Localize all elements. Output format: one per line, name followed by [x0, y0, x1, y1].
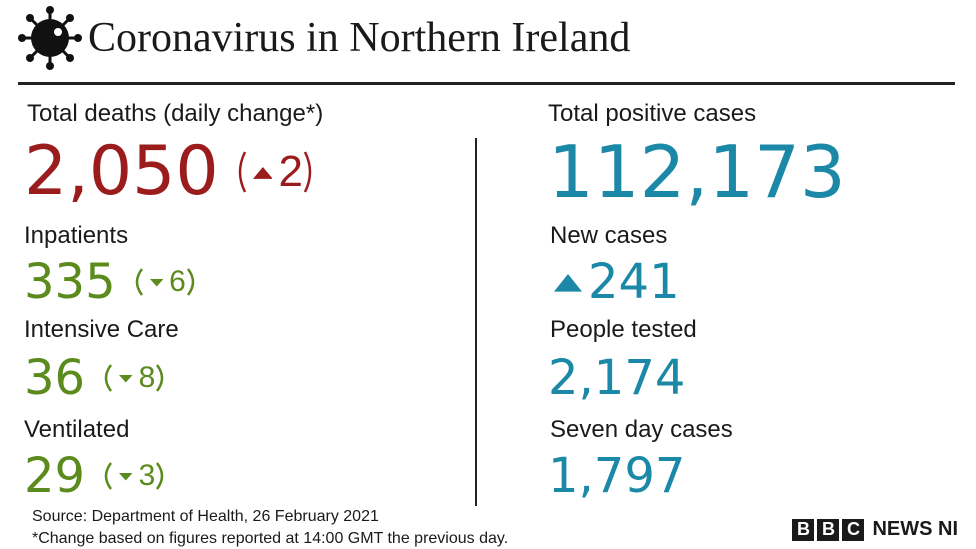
stat-value: 29: [24, 448, 86, 504]
arrow-shape: [119, 473, 133, 481]
stat-label: Total positive cases: [548, 100, 757, 127]
arrow-shape: [149, 279, 164, 287]
paren: [186, 268, 195, 296]
logo-letter: B: [817, 518, 840, 541]
note: *Change based on figures reported at 14:…: [32, 530, 509, 547]
stat-value: 112,173: [548, 130, 846, 214]
source: Source: Department of Health, 26 Februar…: [32, 508, 379, 525]
stat-line: 112,173: [548, 136, 846, 208]
arrow-down: [149, 279, 164, 287]
stat-label: Seven day cases: [550, 416, 733, 443]
change-value: 6: [169, 265, 186, 298]
paren: [104, 364, 113, 392]
stat-value: 2,174: [548, 350, 686, 406]
stat-line: 1,797: [548, 452, 685, 500]
title: Coronavirus in Northern Ireland: [88, 15, 631, 61]
stat-line: 29 3: [24, 452, 167, 500]
stat-line: 241: [548, 258, 680, 306]
header-rule: [18, 82, 955, 85]
change-value: 2: [278, 147, 303, 196]
paren-stroke: [156, 462, 164, 490]
paren: [156, 462, 164, 490]
change-value: 8: [138, 361, 156, 394]
paren-stroke: [135, 268, 143, 296]
paren-stroke: [104, 462, 113, 490]
logo-letter: B: [792, 518, 815, 541]
paren: [303, 151, 312, 193]
arrow-up: [252, 167, 273, 179]
stat-label: People tested: [550, 316, 697, 343]
stat-change: 6: [132, 267, 198, 297]
stat-value: 2,050: [24, 132, 219, 211]
stat-label: Intensive Care: [24, 316, 179, 343]
stat-line: 2,174: [548, 354, 685, 402]
arrow-down: [119, 473, 133, 481]
paren: [238, 151, 246, 193]
paren-stroke: [156, 364, 164, 392]
arrow-down: [119, 375, 133, 383]
stat-change: 8: [101, 363, 167, 393]
paren-stroke: [186, 268, 195, 296]
stat-line: 36 8: [24, 354, 167, 402]
stat-line: 335 6: [24, 258, 198, 306]
paren-stroke: [104, 364, 113, 392]
virus-icon: [18, 6, 82, 70]
stat-label: Ventilated: [24, 416, 130, 443]
logo-text: NEWS NI: [872, 518, 958, 540]
paren: [135, 268, 143, 296]
stat-label: New cases: [550, 222, 668, 249]
paren: [104, 462, 113, 490]
stat-change: 2: [235, 150, 315, 194]
stat-line: 2,050 2: [24, 138, 315, 206]
stat-label: Inpatients: [24, 222, 129, 249]
arrow-shape: [119, 375, 133, 383]
arrow-shape: [554, 274, 582, 292]
stat-value: 241: [588, 254, 680, 310]
stat-change: 3: [101, 461, 167, 491]
change-value: 3: [138, 459, 156, 492]
divider: [475, 138, 477, 506]
arrow-shape: [252, 167, 273, 179]
stat-label: Total deaths (daily change*): [27, 100, 324, 127]
stat-value: 1,797: [548, 448, 686, 504]
arrow-up: [554, 274, 582, 292]
paren-stroke: [238, 151, 246, 193]
paren: [156, 364, 164, 392]
logo: B B C NEWS NI: [792, 518, 958, 541]
stat-value: 36: [24, 350, 86, 406]
logo-letter: C: [842, 518, 865, 541]
paren-stroke: [303, 151, 312, 193]
stat-value: 335: [24, 254, 116, 310]
